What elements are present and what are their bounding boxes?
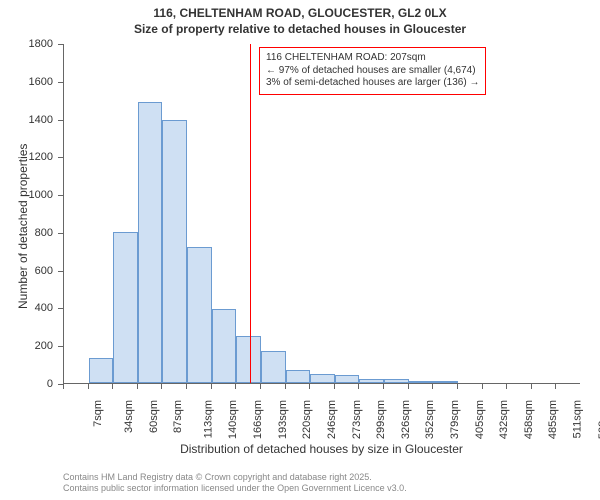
- x-tick-label: 485sqm: [548, 400, 560, 439]
- x-tick-mark: [482, 384, 483, 389]
- y-tick-mark: [58, 195, 63, 196]
- x-tick-label: 7sqm: [92, 400, 104, 427]
- x-tick-label: 352sqm: [424, 400, 436, 439]
- y-tick-label: 200: [0, 340, 53, 352]
- histogram-bar: [138, 102, 163, 383]
- x-tick-label: 193sqm: [277, 400, 289, 439]
- y-tick-label: 1600: [0, 76, 53, 88]
- histogram-bar: [409, 381, 434, 383]
- x-tick-mark: [408, 384, 409, 389]
- x-tick-label: 299sqm: [375, 400, 387, 439]
- x-tick-mark: [309, 384, 310, 389]
- x-tick-mark: [358, 384, 359, 389]
- x-tick-label: 405sqm: [474, 400, 486, 439]
- histogram-bar: [236, 336, 261, 383]
- y-tick-mark: [58, 271, 63, 272]
- x-tick-label: 432sqm: [498, 400, 510, 439]
- x-tick-mark: [555, 384, 556, 389]
- x-tick-mark: [63, 384, 64, 389]
- x-tick-mark: [112, 384, 113, 389]
- x-axis-label: Distribution of detached houses by size …: [63, 442, 580, 456]
- y-tick-label: 0: [0, 378, 53, 390]
- x-tick-mark: [334, 384, 335, 389]
- plot-area: 116 CHELTENHAM ROAD: 207sqm ← 97% of det…: [63, 44, 580, 384]
- y-axis-label: Number of detached properties: [16, 144, 30, 309]
- x-tick-mark: [432, 384, 433, 389]
- x-tick-mark: [457, 384, 458, 389]
- x-tick-mark: [531, 384, 532, 389]
- y-tick-mark: [58, 233, 63, 234]
- x-tick-mark: [285, 384, 286, 389]
- x-tick-label: 220sqm: [301, 400, 313, 439]
- histogram-bar: [212, 309, 237, 383]
- annotation-line1: 116 CHELTENHAM ROAD: 207sqm: [266, 52, 479, 65]
- x-tick-label: 60sqm: [148, 400, 160, 433]
- x-tick-label: 379sqm: [449, 400, 461, 439]
- y-tick-mark: [58, 44, 63, 45]
- x-tick-mark: [383, 384, 384, 389]
- histogram-bar: [359, 379, 384, 383]
- x-tick-label: 166sqm: [252, 400, 264, 439]
- credits-line1: Contains HM Land Registry data © Crown c…: [63, 472, 407, 483]
- y-tick-mark: [58, 120, 63, 121]
- annotation-line2: ← 97% of detached houses are smaller (4,…: [266, 65, 479, 78]
- histogram-bar: [310, 374, 335, 383]
- y-tick-mark: [58, 157, 63, 158]
- x-tick-label: 34sqm: [123, 400, 135, 433]
- x-tick-label: 113sqm: [202, 400, 214, 438]
- credits-line2: Contains public sector information licen…: [63, 483, 407, 494]
- property-marker-line: [250, 44, 251, 383]
- x-tick-label: 458sqm: [523, 400, 535, 439]
- x-tick-mark: [211, 384, 212, 389]
- y-tick-label: 1400: [0, 114, 53, 126]
- x-tick-label: 511sqm: [571, 400, 583, 438]
- histogram-bar: [162, 120, 187, 383]
- chart-title-line1: 116, CHELTENHAM ROAD, GLOUCESTER, GL2 0L…: [0, 6, 600, 20]
- x-tick-label: 87sqm: [172, 400, 184, 433]
- x-tick-label: 273sqm: [351, 400, 363, 439]
- histogram-bar: [433, 381, 458, 383]
- y-tick-mark: [58, 82, 63, 83]
- x-tick-mark: [260, 384, 261, 389]
- x-tick-mark: [186, 384, 187, 389]
- histogram-bar: [335, 375, 360, 383]
- histogram-bar: [113, 232, 138, 383]
- x-tick-label: 326sqm: [400, 400, 412, 439]
- histogram-bar: [286, 370, 311, 383]
- x-tick-mark: [235, 384, 236, 389]
- x-tick-mark: [161, 384, 162, 389]
- histogram-bar: [384, 379, 409, 383]
- chart-title-line2: Size of property relative to detached ho…: [0, 22, 600, 36]
- histogram-bar: [261, 351, 286, 383]
- y-tick-label: 1800: [0, 38, 53, 50]
- histogram-bar: [89, 358, 114, 383]
- credits: Contains HM Land Registry data © Crown c…: [63, 472, 407, 494]
- histogram-bar: [187, 247, 212, 383]
- annotation-line3: 3% of semi-detached houses are larger (1…: [266, 77, 479, 90]
- x-tick-mark: [506, 384, 507, 389]
- x-tick-mark: [137, 384, 138, 389]
- y-tick-mark: [58, 308, 63, 309]
- x-tick-label: 140sqm: [228, 400, 240, 439]
- x-tick-label: 246sqm: [326, 400, 338, 439]
- chart-container: 116, CHELTENHAM ROAD, GLOUCESTER, GL2 0L…: [0, 0, 600, 500]
- y-tick-mark: [58, 346, 63, 347]
- annotation-box: 116 CHELTENHAM ROAD: 207sqm ← 97% of det…: [259, 47, 486, 95]
- x-tick-mark: [88, 384, 89, 389]
